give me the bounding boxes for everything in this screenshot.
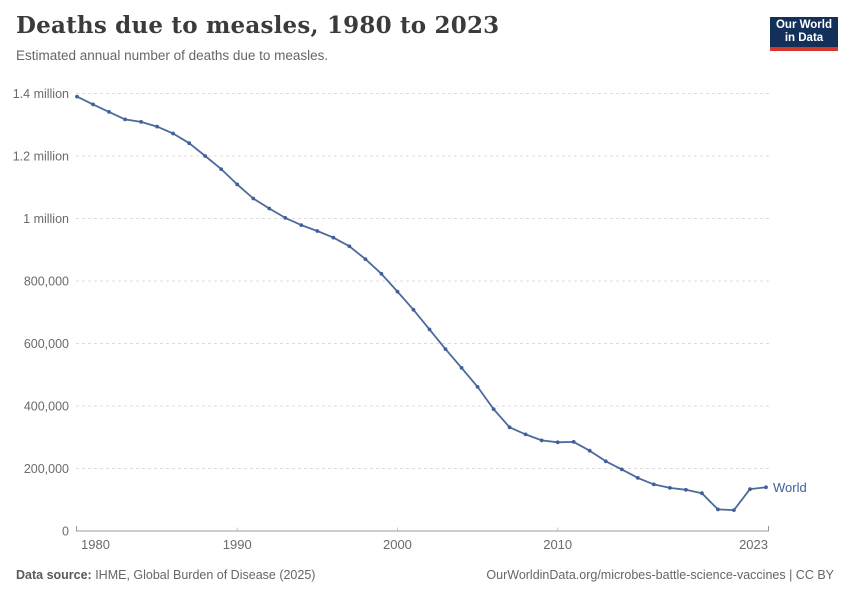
- data-point: [187, 141, 192, 146]
- data-point: [539, 438, 544, 443]
- page-title: Deaths due to measles, 1980 to 2023: [16, 12, 500, 39]
- x-axis-label: 2023: [739, 537, 768, 552]
- y-axis-label: 600,000: [24, 337, 69, 351]
- data-point: [459, 366, 464, 370]
- line-chart: 0 200,000 400,000 600,000 800,000 1 million 1.…: [13, 87, 807, 552]
- y-axis-label: 1.2 million: [13, 150, 69, 164]
- chart-footer: Data source: IHME, Global Burden of Dise…: [16, 568, 834, 582]
- data-point: [107, 110, 111, 114]
- data-point: [443, 347, 448, 351]
- data-point: [411, 307, 416, 312]
- x-axis-label: 2000: [383, 537, 412, 552]
- data-point: [347, 244, 352, 249]
- chart-subtitle: Estimated annual number of deaths due to…: [16, 48, 329, 63]
- data-source-value: IHME, Global Burden of Disease (2025): [91, 568, 316, 582]
- x-axis-label: 1990: [223, 537, 252, 552]
- x-axis-label: 1980: [81, 537, 110, 552]
- y-axis-label: 400,000: [24, 400, 69, 414]
- data-point: [475, 385, 480, 389]
- data-point: [748, 487, 752, 491]
- y-axis-label: 800,000: [24, 275, 69, 289]
- data-point: [523, 432, 528, 437]
- data-point: [555, 440, 560, 445]
- data-point: [171, 131, 176, 136]
- data-point: [299, 223, 304, 228]
- data-point: [651, 482, 656, 487]
- series-line-world: [76, 95, 767, 512]
- data-point: [619, 467, 624, 472]
- data-point: [427, 327, 432, 332]
- owid-logo-line2: in Data: [784, 32, 824, 44]
- data-point: [123, 117, 127, 122]
- data-point: [700, 491, 704, 496]
- y-axis-label: 1.4 million: [13, 87, 69, 101]
- data-point: [571, 440, 576, 444]
- data-point: [203, 154, 208, 158]
- data-point: [139, 120, 144, 124]
- data-point: [732, 508, 736, 512]
- data-point: [587, 448, 592, 453]
- data-point: [235, 182, 240, 187]
- data-point: [507, 425, 512, 430]
- data-source: Data source: IHME, Global Burden of Dise…: [16, 568, 315, 582]
- data-point: [603, 459, 608, 464]
- y-axis-label: 200,000: [24, 462, 69, 476]
- data-point: [331, 235, 336, 240]
- data-point: [379, 271, 384, 276]
- data-point: [764, 485, 768, 490]
- owid-logo[interactable]: Our World in Data: [770, 17, 838, 51]
- data-source-label: Data source:: [16, 568, 92, 582]
- y-axis-label: 1 million: [23, 212, 69, 226]
- x-axis-label: 2010: [543, 537, 572, 552]
- data-point: [684, 487, 688, 492]
- data-point: [315, 229, 320, 233]
- data-point: [155, 124, 160, 129]
- data-point: [283, 216, 288, 220]
- data-point: [251, 196, 256, 201]
- data-point: [363, 257, 368, 261]
- data-point: [91, 102, 95, 107]
- data-point: [395, 289, 400, 294]
- data-point: [75, 94, 79, 99]
- footer-link[interactable]: OurWorldinData.org/microbes-battle-scien…: [486, 568, 834, 582]
- data-point: [219, 167, 224, 171]
- data-point: [635, 476, 640, 480]
- data-point: [716, 507, 720, 512]
- owid-logo-line1: Our World: [775, 19, 832, 31]
- series-label-world: World: [773, 480, 807, 495]
- data-point: [491, 407, 496, 411]
- y-axis-label: 0: [62, 525, 69, 539]
- data-point: [668, 486, 672, 490]
- data-point: [267, 206, 272, 211]
